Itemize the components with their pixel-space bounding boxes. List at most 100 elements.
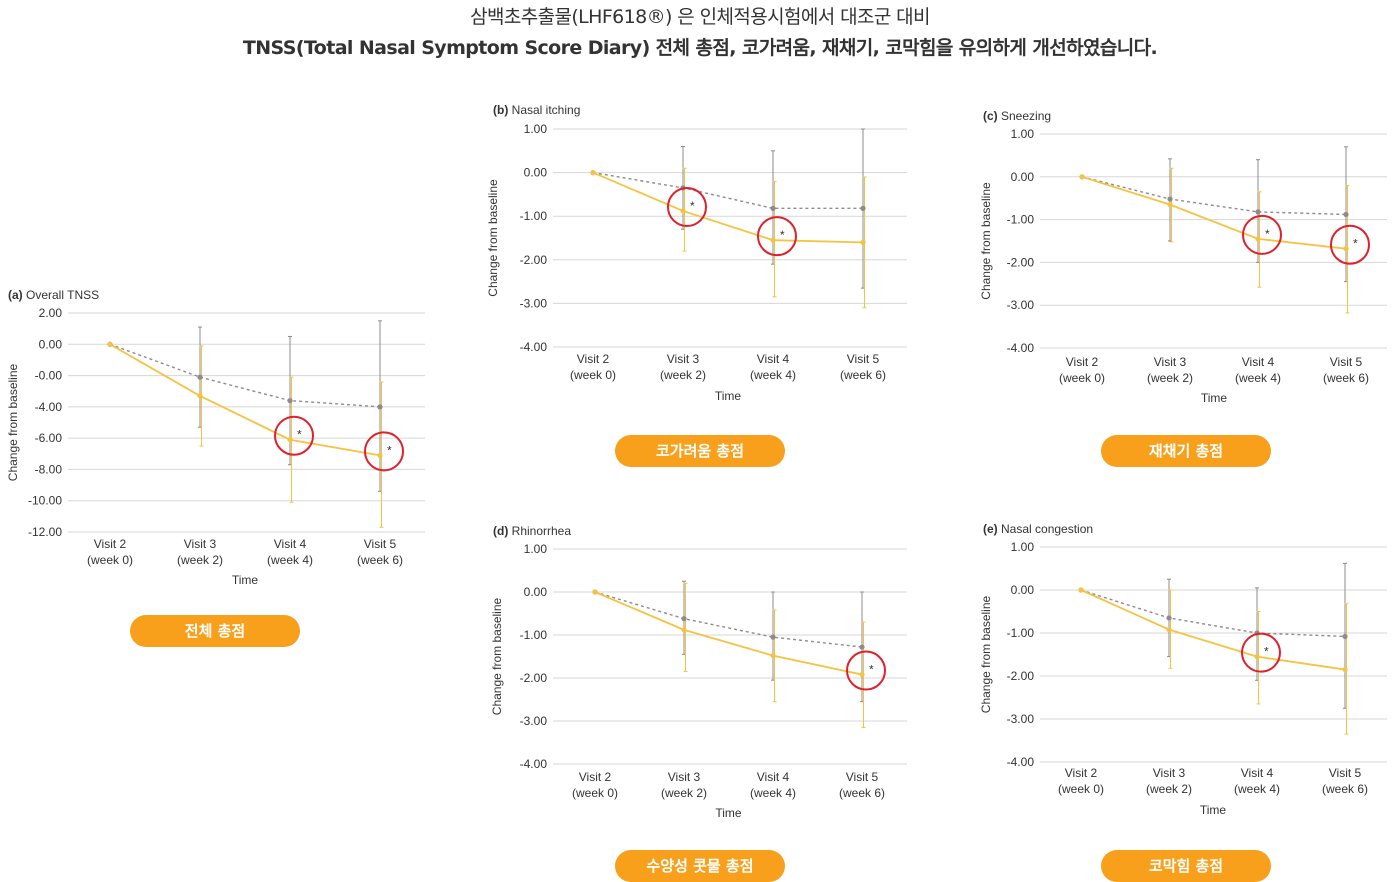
headline-line-1: 삼백초추출물(LHF618®) 은 인체적용시험에서 대조군 대비 bbox=[470, 6, 930, 28]
x-tick-line: (week 2) bbox=[1146, 782, 1192, 796]
chart-title-label: Nasal itching bbox=[508, 103, 580, 117]
treatment-series-line bbox=[109, 343, 381, 457]
control-data-point bbox=[1167, 196, 1173, 202]
y-tick-label: -3.00 bbox=[520, 714, 548, 728]
x-tick-label: Visit 2 (week 0) bbox=[87, 537, 133, 567]
x-tick-line: (week 2) bbox=[1147, 371, 1193, 385]
x-axis-label: Time bbox=[1201, 391, 1228, 405]
x-tick-line: (week 2) bbox=[660, 368, 706, 382]
significance-circle bbox=[846, 650, 886, 691]
x-axis-label: Time bbox=[1200, 803, 1227, 817]
treatment-data-point bbox=[1255, 236, 1261, 242]
x-axis-label: Time bbox=[715, 389, 742, 403]
y-tick-label: -4.00 bbox=[520, 757, 548, 771]
chart-title: (d) Rhinorrhea bbox=[493, 524, 571, 538]
x-tick-label: Visit 2 (week 0) bbox=[1058, 766, 1104, 796]
chart-overall-tnss: (a) Overall TNSS 2.00 0.00 -0.00 -4.00 -6.00 -… bbox=[6, 288, 425, 587]
x-tick-line: (week 4) bbox=[267, 553, 313, 567]
y-tick-label: -8.00 bbox=[35, 462, 63, 476]
treatment-data-point bbox=[590, 170, 596, 176]
control-data-point bbox=[859, 644, 865, 650]
x-tick-line: Visit 3 bbox=[1153, 766, 1186, 780]
control-series-line bbox=[1080, 589, 1346, 638]
chart-title: (a) Overall TNSS bbox=[8, 288, 99, 302]
significance-circle bbox=[667, 186, 707, 227]
x-tick-label: Visit 3 (week 2) bbox=[660, 352, 706, 382]
treatment-series-line bbox=[594, 591, 863, 676]
chart-title-label: Rhinorrhea bbox=[508, 524, 571, 538]
x-tick-line: (week 0) bbox=[572, 786, 618, 800]
x-tick-line: (week 2) bbox=[661, 786, 707, 800]
button-itching-total[interactable]: 코가려움 총점 bbox=[615, 435, 785, 467]
button-rhinorrhea-total[interactable]: 수양성 콧물 총점 bbox=[615, 850, 785, 882]
treatment-data-point bbox=[770, 237, 776, 243]
y-tick-label: -4.00 bbox=[1007, 755, 1035, 769]
x-tick-label: Visit 4 (week 4) bbox=[750, 770, 796, 800]
y-axis-label: Change from baseline bbox=[490, 597, 504, 715]
x-tick-line: Visit 2 bbox=[579, 770, 612, 784]
treatment-data-point bbox=[1342, 666, 1348, 673]
button-overall-total[interactable]: 전체 총점 bbox=[130, 615, 300, 647]
y-tick-label: -1.00 bbox=[520, 628, 548, 642]
y-tick-label: 0.00 bbox=[1011, 170, 1035, 184]
x-tick-line: Visit 5 bbox=[364, 537, 397, 551]
x-tick-line: (week 4) bbox=[1235, 371, 1281, 385]
significance-marker: * bbox=[297, 428, 302, 442]
chart-title-tag: (a) bbox=[8, 288, 23, 302]
chart-title-tag: (b) bbox=[493, 103, 508, 117]
x-tick-line: Visit 5 bbox=[1330, 355, 1363, 369]
treatment-data-point bbox=[1079, 174, 1085, 180]
x-tick-label: Visit 2 (week 0) bbox=[572, 770, 618, 800]
control-data-point bbox=[197, 374, 203, 380]
y-tick-label: -2.00 bbox=[1007, 255, 1035, 269]
chart-title-tag: (d) bbox=[493, 524, 508, 538]
treatment-data-point bbox=[1078, 587, 1084, 593]
x-tick-label: Visit 2 (week 0) bbox=[570, 352, 616, 382]
control-series-line bbox=[592, 171, 863, 210]
button-congestion-total[interactable]: 코막힘 총점 bbox=[1101, 850, 1271, 882]
control-data-point bbox=[377, 404, 383, 410]
x-tick-line: Visit 5 bbox=[1329, 766, 1362, 780]
y-tick-label: -12.00 bbox=[28, 525, 62, 539]
chart-title: (b) Nasal itching bbox=[493, 103, 580, 117]
y-tick-label: 0.00 bbox=[1011, 583, 1035, 597]
control-data-point bbox=[287, 398, 293, 404]
x-tick-line: (week 0) bbox=[570, 368, 616, 382]
treatment-data-point bbox=[770, 653, 776, 659]
significance-marker: * bbox=[387, 443, 392, 457]
x-tick-label: Visit 4 (week 4) bbox=[267, 537, 313, 567]
chart-title-label: Nasal congestion bbox=[998, 522, 1093, 536]
x-tick-line: Visit 5 bbox=[846, 770, 879, 784]
significance-circle bbox=[1241, 632, 1281, 673]
x-tick-label: Visit 3 (week 2) bbox=[661, 770, 707, 800]
treatment-data-point bbox=[377, 452, 383, 458]
x-tick-label: Visit 5 (week 6) bbox=[840, 352, 886, 382]
y-tick-label: -1.00 bbox=[1007, 626, 1035, 640]
x-tick-line: Visit 3 bbox=[668, 770, 701, 784]
treatment-data-point bbox=[860, 239, 866, 245]
y-tick-label: -3.00 bbox=[1007, 298, 1035, 312]
x-tick-label: Visit 4 (week 4) bbox=[1235, 355, 1281, 385]
x-tick-label: Visit 5 (week 6) bbox=[1323, 355, 1369, 385]
control-data-point bbox=[770, 205, 776, 211]
x-tick-line: (week 0) bbox=[1058, 782, 1104, 796]
significance-marker: * bbox=[780, 228, 785, 242]
x-tick-line: (week 4) bbox=[750, 368, 796, 382]
x-tick-line: Visit 2 bbox=[577, 352, 610, 366]
y-tick-label: -3.00 bbox=[520, 296, 548, 310]
control-data-point bbox=[1255, 209, 1261, 215]
x-tick-line: Visit 3 bbox=[1154, 355, 1187, 369]
treatment-data-point bbox=[859, 671, 865, 678]
y-tick-label: -1.00 bbox=[520, 209, 548, 223]
y-tick-label: 1.00 bbox=[524, 542, 548, 556]
chart-title-label: Sneezing bbox=[998, 109, 1051, 123]
y-tick-label: -2.00 bbox=[1007, 669, 1035, 683]
x-tick-line: (week 0) bbox=[87, 553, 133, 567]
x-tick-line: (week 6) bbox=[840, 368, 886, 382]
significance-marker: * bbox=[1264, 645, 1269, 659]
control-series-line bbox=[594, 591, 863, 648]
chart-title: (c) Sneezing bbox=[983, 109, 1051, 123]
treatment-series-line bbox=[592, 171, 864, 244]
significance-circle bbox=[364, 431, 404, 472]
button-sneezing-total[interactable]: 재채기 총점 bbox=[1101, 435, 1271, 467]
